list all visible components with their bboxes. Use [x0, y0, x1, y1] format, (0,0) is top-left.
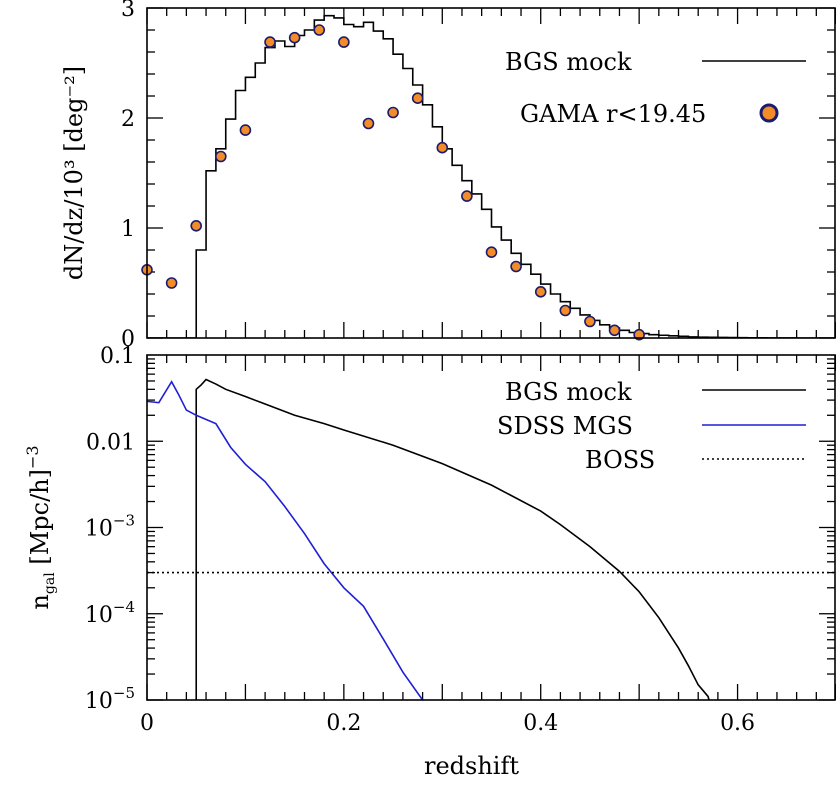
bottom-y-tick-label: 10−4 [85, 598, 135, 628]
bottom-y-axis-title: ngal [Mpc/h]−3 [23, 445, 58, 609]
bottom-legend-label-sdss-mgs: SDSS MGS [497, 412, 633, 440]
gama-data-point [559, 304, 572, 317]
gama-data-point [461, 190, 473, 202]
bottom-y-tick-label: 10−5 [85, 684, 135, 714]
bottom-y-tick-label: 0.01 [86, 430, 135, 455]
bottom-x-tick-label: 0 [140, 711, 154, 736]
bottom-y-tick-label: 0.1 [100, 344, 135, 369]
gama-data-point [288, 31, 301, 44]
bottom-legend-label-boss: BOSS [585, 446, 655, 474]
top-plot-frame [146, 7, 836, 339]
top-legend-label-bgs-mock: BGS mock [505, 48, 632, 76]
gama-data-point [338, 36, 350, 48]
bottom-y-tick-label: 10−3 [85, 512, 135, 542]
top-y-axis-title: dN/dz/10³ [deg⁻²] [60, 66, 88, 280]
bottom-y-tick-label-base: 10 [85, 517, 113, 542]
gama-data-point [190, 220, 203, 232]
bottom-x-tick-label: 0.4 [523, 711, 558, 736]
bottom-y-tick-label-exponent: −5 [113, 684, 135, 702]
gama-data-point [436, 141, 449, 154]
top-y-tick-label: 3 [121, 0, 135, 22]
top-panel: 0 1 2 3 dN/dz/10³ [deg⁻²] BGS mock GAMA r<19.4… [60, 0, 836, 352]
bottom-y-tick-label-base: 10 [85, 689, 113, 714]
top-legend-swatch-gama [759, 103, 779, 123]
gama-data-point [387, 106, 399, 119]
gama-data-point [485, 246, 498, 258]
gama-data-point [362, 117, 375, 130]
top-y-tick-label: 0 [121, 327, 135, 352]
sdss-mgs-line [147, 380, 424, 700]
gama-data-point [264, 36, 276, 48]
gama-data-point [584, 315, 596, 328]
gama-data-point [510, 260, 522, 273]
bottom-y-axis-title-rest: [Mpc/h] [26, 469, 54, 572]
bottom-y-tick-label-exponent: −4 [113, 598, 135, 616]
bottom-y-axis-title-sup: −3 [23, 445, 42, 469]
gama-data-point [313, 24, 326, 36]
top-y-tick-label: 2 [121, 107, 135, 132]
gama-data-point [411, 92, 424, 104]
bottom-legend-label-bgs-mock: BGS mock [505, 378, 632, 406]
bottom-x-axis-title: redshift [424, 752, 519, 780]
gama-data-point [165, 277, 178, 289]
gama-data-point [215, 150, 227, 163]
top-y-tick-label: 1 [121, 217, 135, 242]
gama-data-point [608, 324, 621, 337]
bgs-mock-histogram [147, 14, 836, 338]
bottom-y-tick-label-base: 0.01 [86, 430, 135, 455]
bottom-x-tick-label: 0.2 [326, 711, 361, 736]
bottom-plot-frame [146, 354, 836, 701]
gama-data-point [534, 285, 547, 298]
bottom-y-tick-label-base: 10 [85, 603, 113, 628]
bottom-y-tick-label-exponent: −3 [113, 512, 135, 530]
top-legend-label-gama: GAMA r<19.45 [520, 100, 706, 128]
gama-data-point [239, 124, 252, 136]
bottom-y-axis-title-sub: gal [42, 572, 58, 594]
bottom-x-tick-label: 0.6 [720, 711, 755, 736]
bottom-y-tick-label-base: 0.1 [100, 344, 135, 369]
bottom-y-axis-title-main: n [26, 594, 54, 609]
bgs-mock-line [195, 378, 710, 700]
